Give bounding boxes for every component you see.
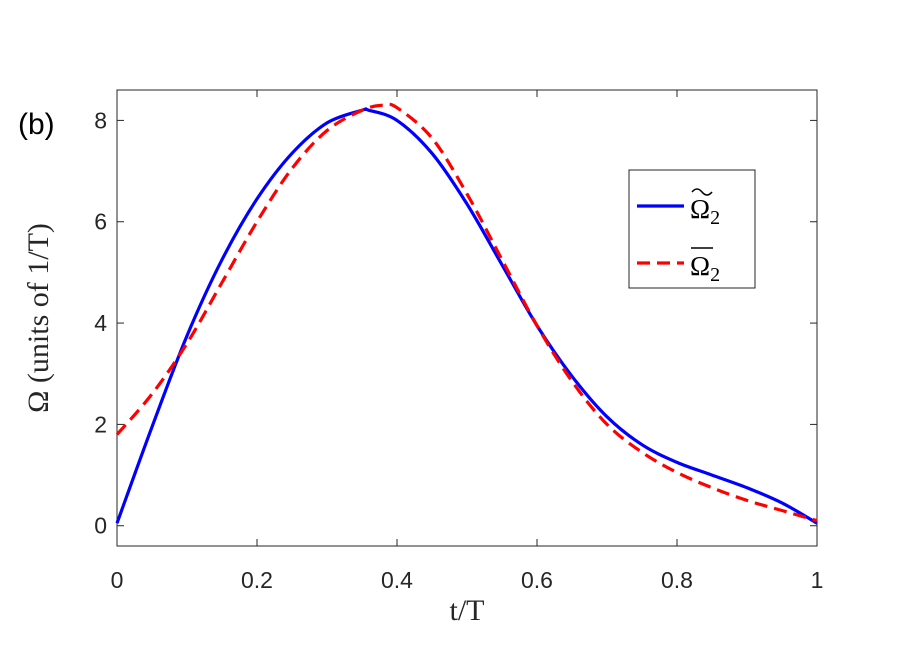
y-tick-label: 6 bbox=[94, 209, 107, 235]
series-line-omega-bar bbox=[115, 102, 818, 523]
legend-label: Ω2 bbox=[690, 251, 720, 286]
series-line-omega-tilde bbox=[115, 107, 818, 525]
x-axis-title: t/T bbox=[450, 594, 485, 627]
series-layer bbox=[115, 102, 818, 525]
y-tick-label: 4 bbox=[94, 310, 107, 336]
x-tick-label: 0 bbox=[111, 567, 124, 593]
legend-box bbox=[628, 169, 756, 289]
legend-label: Ω2 bbox=[690, 194, 720, 229]
x-tick-label: 0.4 bbox=[381, 567, 413, 593]
legend-tilde-accent bbox=[691, 188, 713, 196]
y-axis-title: Ω (units of 1/T) bbox=[22, 223, 55, 413]
panel-label: (b) bbox=[18, 108, 55, 141]
x-tick-label: 0.6 bbox=[521, 567, 553, 593]
x-tick-label: 0.8 bbox=[661, 567, 693, 593]
y-tick-label: 8 bbox=[94, 107, 107, 133]
x-tick-label: 0.2 bbox=[241, 567, 273, 593]
tick-group: 0 0.2 0.4 0.6 0.8 1 0 2 4 6 8 bbox=[94, 90, 823, 593]
legend: Ω2 Ω2 bbox=[628, 169, 756, 289]
y-tick-label: 2 bbox=[94, 411, 107, 437]
y-tick-label: 0 bbox=[94, 513, 107, 539]
x-tick-label: 1 bbox=[811, 567, 824, 593]
plot-area bbox=[116, 89, 818, 547]
